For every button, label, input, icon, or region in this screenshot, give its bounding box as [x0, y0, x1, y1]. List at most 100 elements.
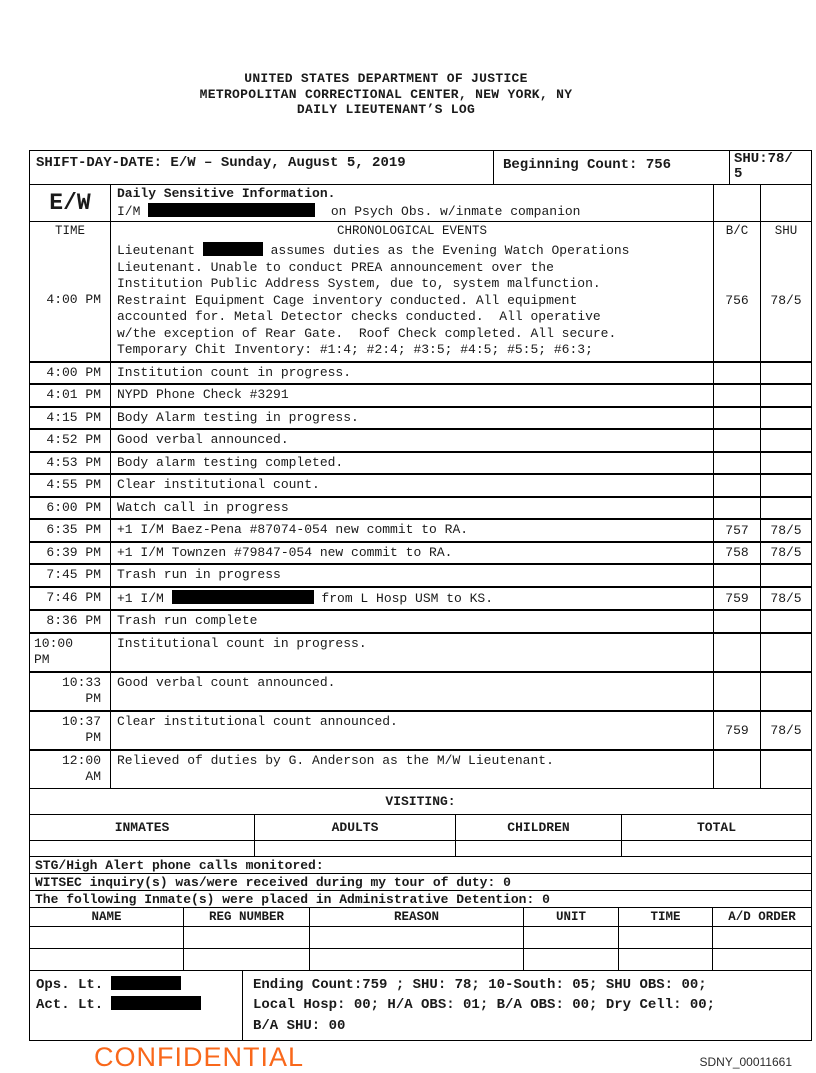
shu-count: SHU:78/ 5 [729, 151, 811, 184]
log-bc [713, 385, 760, 406]
log-row: 8:36 PM Trash run complete [30, 609, 811, 632]
log-bc [713, 565, 760, 586]
inmate-prefix: I/M [117, 203, 141, 219]
log-bc [713, 452, 760, 473]
log-row: 4:53 PM Body alarm testing completed. [30, 450, 811, 473]
log-row: 10:00 PM Institutional count in progress. [30, 631, 811, 671]
log-row: 4:55 PM Clear institutional count. [30, 473, 811, 496]
redaction-box [111, 995, 202, 1010]
ad-col-name: NAME [91, 909, 122, 924]
log-bc: 757 [713, 520, 760, 541]
log-row: 4:15 PM Body Alarm testing in progress. [30, 405, 811, 428]
log-event-text: Institution count in progress. [110, 362, 713, 383]
inmate-note: on Psych Obs. w/inmate companion [330, 203, 581, 219]
visiting-value-children [455, 840, 621, 856]
log-shu: 78/5 [760, 240, 811, 361]
log-shu [760, 385, 811, 406]
act-lt-label: Act. Lt. [36, 996, 104, 1013]
log-shu [760, 633, 811, 671]
redaction-box [148, 202, 316, 217]
ops-lt-label: Ops. Lt. [36, 976, 104, 993]
log-shu [760, 565, 811, 586]
redaction-box [171, 589, 314, 604]
log-time: 6:39 PM [46, 544, 101, 560]
log-bc [713, 750, 760, 788]
log-bc [713, 475, 760, 496]
log-shu [760, 611, 811, 632]
log-event-text: +1 I/M from L Hosp USM to KS. [110, 587, 713, 609]
visiting-title: VISITING: [385, 793, 456, 809]
log-row: 12:00 AM Relieved of duties by G. Anderso… [30, 748, 811, 788]
letterhead: UNITED STATES DEPARTMENT OF JUSTICE METR… [0, 71, 772, 118]
signature-row: Ops. Lt. Act. Lt. Ending Count:759 ; SHU… [30, 969, 811, 1040]
col-header-shu: SHU [760, 222, 811, 240]
log-shu [760, 362, 811, 383]
ad-cell [712, 948, 811, 970]
log-event-text: Trash run in progress [110, 565, 713, 586]
log-shu: 78/5 [760, 711, 811, 749]
watch-code: E/W [49, 190, 91, 216]
visiting-col-children: CHILDREN [455, 814, 621, 840]
log-event-text: Body alarm testing completed. [110, 452, 713, 473]
log-event-text: +1 I/M Townzen #79847-054 new commit to … [110, 542, 713, 563]
log-time: 10:00 PM [34, 635, 74, 668]
ad-cell [618, 948, 712, 970]
log-row: 7:46 PM +1 I/M from L Hosp USM to KS. 759 7… [30, 585, 811, 609]
log-bc [713, 633, 760, 671]
log-bc [713, 672, 760, 710]
shift-day-date: SHIFT-DAY-DATE: E/W – Sunday, August 5, … [36, 155, 406, 171]
sensitive-line2: I/M on Psych Obs. w/inmate companion [117, 202, 713, 221]
log-row: 10:33 PM Good verbal count announced. [30, 670, 811, 710]
log-bc: 759 [713, 711, 760, 749]
visiting-values-row [30, 839, 811, 856]
log-shu [760, 672, 811, 710]
log-row: 4:00 PM Institution count in progress. [30, 360, 811, 383]
letterhead-line3: DAILY LIEUTENANT’S LOG [296, 102, 476, 117]
visiting-col-total: TOTAL [621, 814, 811, 840]
visiting-value-total [621, 840, 811, 856]
ad-cell [523, 926, 618, 948]
sensitive-row: E/W Daily Sensitive Information. I/M on … [30, 184, 811, 221]
log-event-text: Relieved of duties by G. Anderson as the… [110, 750, 713, 788]
log-event-text: Institutional count in progress. [110, 633, 713, 671]
log-time: 6:35 PM [46, 522, 101, 537]
ad-cell [712, 926, 811, 948]
log-time: 7:45 PM [46, 567, 101, 582]
log-bc: 758 [713, 542, 760, 563]
log-time: 8:36 PM [46, 613, 101, 628]
log-time: 4:01 PM [46, 387, 101, 402]
beginning-count: Beginning Count: 756 [493, 151, 729, 184]
ad-empty-row [30, 925, 811, 948]
log-row: 4:52 PM Good verbal announced. [30, 428, 811, 451]
redaction-box [111, 975, 182, 990]
log-event-text: NYPD Phone Check #3291 [110, 385, 713, 406]
act-lt-line: Act. Lt. [36, 995, 242, 1015]
log-row: 10:37 PM Clear institutional count announ… [30, 709, 811, 749]
admin-detention-line: The following Inmate(s) were placed in A… [30, 889, 811, 907]
ad-header-row: NAME REG NUMBER REASON UNIT TIME A/D ORD… [30, 906, 811, 926]
redaction-box [202, 242, 263, 256]
visiting-value-inmates [30, 841, 254, 856]
log-time: 10:37 PM [61, 713, 101, 746]
ad-cell [309, 926, 523, 948]
col-header-events: CHRONOLOGICAL EVENTS [110, 222, 713, 240]
visiting-col-inmates: INMATES [114, 819, 170, 835]
log-bc [713, 611, 760, 632]
col-header-time: TIME [54, 224, 85, 238]
bates-number: SDNY_00011661 [699, 1055, 792, 1069]
ad-col-reg-number: REG NUMBER [183, 907, 309, 926]
log-time: 7:46 PM [46, 590, 101, 605]
stg-monitored-line: STG/High Alert phone calls monitored: [30, 855, 811, 873]
log-row: 6:35 PM +1 I/M Baez-Pena #87074-054 new c… [30, 518, 811, 541]
log-shu [760, 407, 811, 428]
ad-cell [309, 948, 523, 970]
log-time: 4:53 PM [46, 454, 101, 470]
ad-col-order: A/D ORDER [712, 907, 811, 926]
log-time: 6:00 PM [46, 499, 101, 515]
ad-cell [183, 948, 309, 970]
log-bc [713, 362, 760, 383]
log-event-text: Body Alarm testing in progress. [110, 407, 713, 428]
log-bc [713, 407, 760, 428]
ad-cell [618, 926, 712, 948]
